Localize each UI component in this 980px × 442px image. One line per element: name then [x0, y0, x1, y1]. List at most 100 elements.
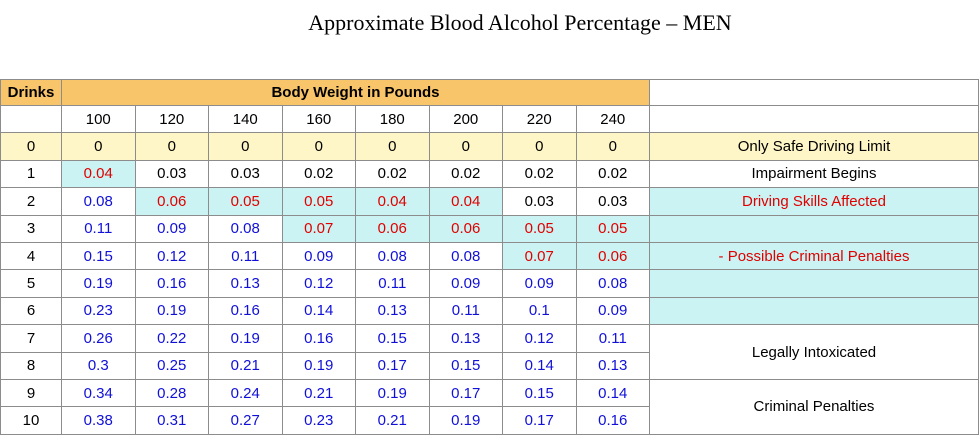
table-row: 6 0.23 0.19 0.16 0.14 0.13 0.11 0.1 0.09 — [0, 296, 979, 326]
bac-value: 0.06 — [355, 214, 430, 243]
bac-value: 0.15 — [502, 378, 577, 408]
bac-value: 0.14 — [281, 296, 356, 326]
bac-value: 0.08 — [208, 214, 283, 243]
bac-value: 0.15 — [428, 351, 503, 380]
bac-value: 0.11 — [575, 324, 650, 353]
bac-value: 0.09 — [281, 241, 356, 271]
bac-value: 0.11 — [428, 296, 503, 326]
bac-value: 0.03 — [502, 187, 577, 216]
drinks-count: 6 — [0, 296, 62, 326]
weight-label: 240 — [575, 104, 650, 134]
bac-value: 0.12 — [134, 241, 209, 271]
bac-value: 0.25 — [134, 351, 209, 380]
status-label: - Possible Criminal Penalties — [649, 241, 979, 271]
weight-labels-blank — [0, 104, 62, 134]
weight-label: 180 — [355, 104, 430, 134]
bac-value: 0 — [134, 132, 209, 161]
bac-value: 0.13 — [208, 269, 283, 298]
bac-value: 0.02 — [575, 159, 650, 189]
bac-value: 0.05 — [575, 214, 650, 243]
bac-value: 0.38 — [61, 406, 136, 435]
bac-value: 0.15 — [355, 324, 430, 353]
weight-label: 200 — [428, 104, 503, 134]
status-label — [649, 296, 979, 326]
table-row: 3 0.11 0.09 0.08 0.07 0.06 0.06 0.05 0.05 — [0, 214, 979, 243]
bac-value: 0.11 — [61, 214, 136, 243]
weight-labels-row: 100 120 140 160 180 200 220 240 — [0, 104, 979, 134]
bac-value: 0.04 — [428, 187, 503, 216]
blood-alcohol-table: Drinks Body Weight in Pounds 100 120 140… — [0, 79, 979, 435]
drinks-count: 4 — [0, 241, 62, 271]
bac-value: 0.06 — [428, 214, 503, 243]
weight-label: 100 — [61, 104, 136, 134]
table-row: 9 0.34 0.28 0.24 0.21 0.19 0.17 0.15 0.14 Crimina… — [0, 378, 979, 435]
bac-value: 0.07 — [502, 241, 577, 271]
status-label: Legally Intoxicated — [649, 324, 979, 380]
bac-value: 0.27 — [208, 406, 283, 435]
table-row: 0 0 0 0 0 0 0 0 0 Only Safe Driving Limit — [0, 132, 979, 161]
bac-value: 0.03 — [575, 187, 650, 216]
bac-value: 0.03 — [208, 159, 283, 189]
bac-value: 0.13 — [355, 296, 430, 326]
bac-value: 0.15 — [61, 241, 136, 271]
status-label: Driving Skills Affected — [649, 187, 979, 216]
weight-label: 140 — [208, 104, 283, 134]
status-blank — [649, 104, 979, 134]
bac-value: 0.05 — [281, 187, 356, 216]
table-row: 2 0.08 0.06 0.05 0.05 0.04 0.04 0.03 0.03 Driving… — [0, 187, 979, 216]
drinks-count: 9 — [0, 378, 62, 408]
bac-value: 0.08 — [575, 269, 650, 298]
bac-value: 0.07 — [281, 214, 356, 243]
bac-value: 0.03 — [134, 159, 209, 189]
bac-value: 0.13 — [428, 324, 503, 353]
drinks-count: 10 — [0, 406, 62, 435]
bac-value: 0.23 — [61, 296, 136, 326]
bac-value: 0.19 — [208, 324, 283, 353]
bac-value: 0.02 — [281, 159, 356, 189]
bac-value: 0.16 — [281, 324, 356, 353]
bac-value: 0.14 — [575, 378, 650, 408]
bac-value: 0.21 — [281, 378, 356, 408]
bac-value: 0.19 — [428, 406, 503, 435]
drinks-count: 5 — [0, 269, 62, 298]
bac-value: 0 — [502, 132, 577, 161]
drinks-header: Drinks — [0, 79, 62, 106]
status-label: Criminal Penalties — [649, 378, 979, 435]
bac-value: 0.13 — [575, 351, 650, 380]
bac-value: 0.17 — [428, 378, 503, 408]
bac-value: 0.09 — [502, 269, 577, 298]
bac-value: 0.16 — [134, 269, 209, 298]
bac-value: 0.04 — [61, 159, 136, 189]
bac-value: 0.16 — [575, 406, 650, 435]
bac-value: 0.12 — [281, 269, 356, 298]
bac-value: 0.06 — [575, 241, 650, 271]
bac-value: 0.09 — [575, 296, 650, 326]
table-row: 10 0.38 0.31 0.27 0.23 0.21 0.19 0.17 0.16 — [0, 406, 979, 435]
status-header-blank — [649, 79, 979, 106]
bac-value: 0.34 — [61, 378, 136, 408]
bac-value: 0.23 — [281, 406, 356, 435]
bac-value: 0.16 — [208, 296, 283, 326]
bac-value: 0 — [208, 132, 283, 161]
bac-value: 0.19 — [281, 351, 356, 380]
table-header-row: Drinks Body Weight in Pounds — [0, 79, 979, 106]
bac-value: 0.09 — [134, 214, 209, 243]
bac-value: 0.08 — [61, 187, 136, 216]
weight-label: 220 — [502, 104, 577, 134]
bac-value: 0.04 — [355, 187, 430, 216]
bac-value: 0.19 — [355, 378, 430, 408]
status-label: Impairment Begins — [649, 159, 979, 189]
bac-value: 0.19 — [134, 296, 209, 326]
bac-value: 0.09 — [428, 269, 503, 298]
table-row: 1 0.04 0.03 0.03 0.02 0.02 0.02 0.02 0.02 Impairm… — [0, 159, 979, 189]
bac-value: 0.28 — [134, 378, 209, 408]
drinks-count: 8 — [0, 351, 62, 380]
bac-value: 0.08 — [355, 241, 430, 271]
bac-value: 0.05 — [208, 187, 283, 216]
table-row: 8 0.3 0.25 0.21 0.19 0.17 0.15 0.14 0.13 — [0, 351, 979, 380]
bac-value: 0.14 — [502, 351, 577, 380]
bac-value: 0.21 — [355, 406, 430, 435]
drinks-count: 7 — [0, 324, 62, 353]
bac-value: 0 — [61, 132, 136, 161]
table-row: 5 0.19 0.16 0.13 0.12 0.11 0.09 0.09 0.08 — [0, 269, 979, 298]
